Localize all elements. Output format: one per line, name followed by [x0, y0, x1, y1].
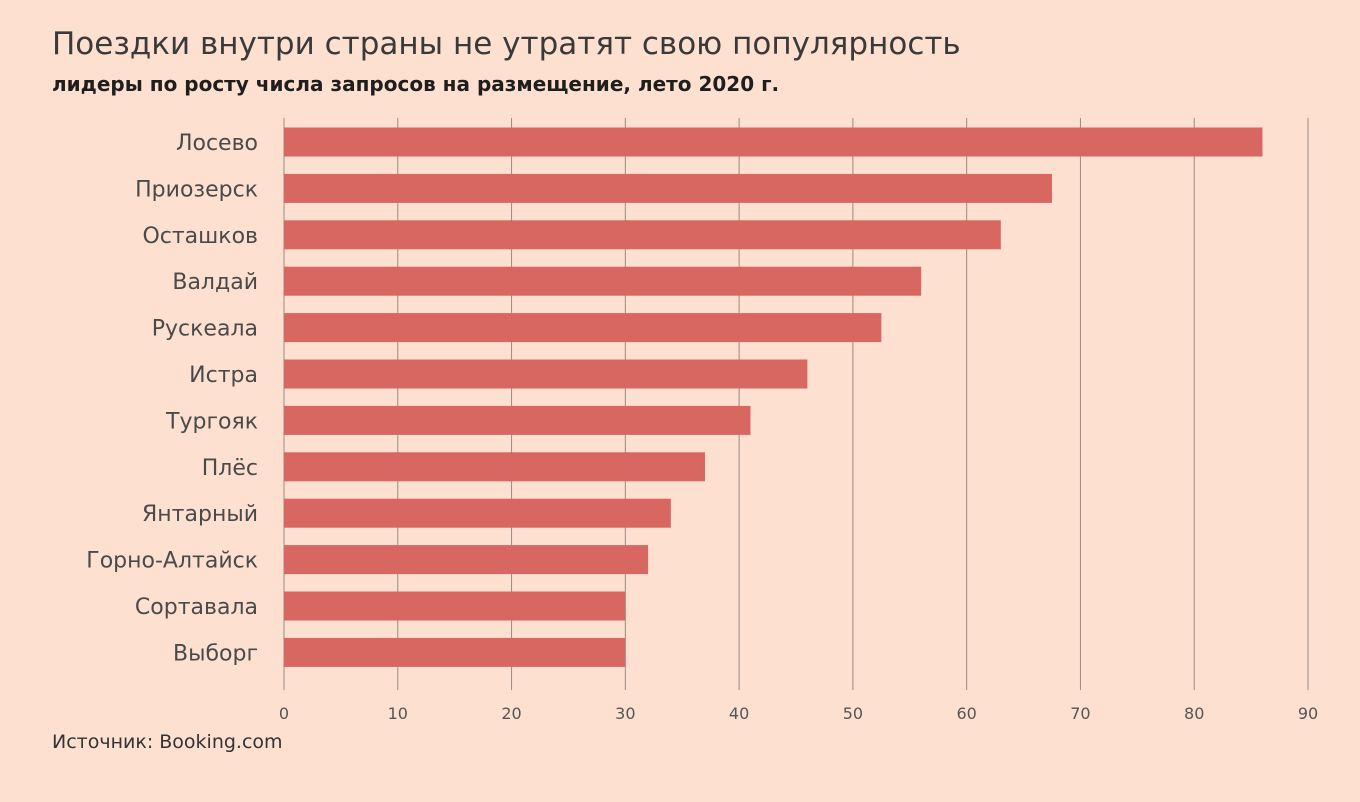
chart-subtitle: лидеры по росту числа запросов на размещ… [52, 72, 780, 96]
bar [284, 452, 705, 482]
bar [284, 498, 671, 528]
category-label: Янтарный [142, 502, 258, 527]
category-label: Истра [189, 363, 258, 388]
category-label: Выборг [173, 641, 258, 666]
category-label: Сортавала [135, 595, 258, 620]
category-label: Рускеала [152, 317, 258, 342]
bar [284, 405, 751, 435]
category-label: Осташков [142, 224, 258, 249]
bar [284, 637, 626, 667]
category-label: Валдай [172, 270, 258, 295]
x-tick-label: 0 [279, 704, 289, 723]
bar [284, 313, 882, 343]
x-tick-label: 10 [388, 704, 408, 723]
x-tick-label: 90 [1298, 704, 1318, 723]
x-tick-label: 30 [615, 704, 635, 723]
bar [284, 220, 1001, 250]
bar [284, 359, 808, 389]
x-tick-label: 80 [1184, 704, 1204, 723]
category-label: Тургояк [165, 409, 258, 434]
x-tick-label: 40 [729, 704, 749, 723]
source-note: Источник: Booking.com [52, 731, 283, 753]
x-tick-label: 20 [501, 704, 521, 723]
category-label: Горно-Алтайск [86, 549, 258, 574]
bar [284, 266, 922, 296]
chart-title: Поездки внутри страны не утратят свою по… [52, 26, 961, 62]
x-tick-label: 70 [1070, 704, 1090, 723]
bar [284, 127, 1263, 157]
x-tick-label: 50 [843, 704, 863, 723]
category-label: Плёс [202, 456, 258, 481]
category-label: Приозерск [135, 177, 258, 202]
category-label: Лосево [176, 131, 258, 156]
bar [284, 591, 626, 621]
x-tick-label: 60 [956, 704, 976, 723]
bar [284, 173, 1052, 203]
bar [284, 545, 649, 575]
